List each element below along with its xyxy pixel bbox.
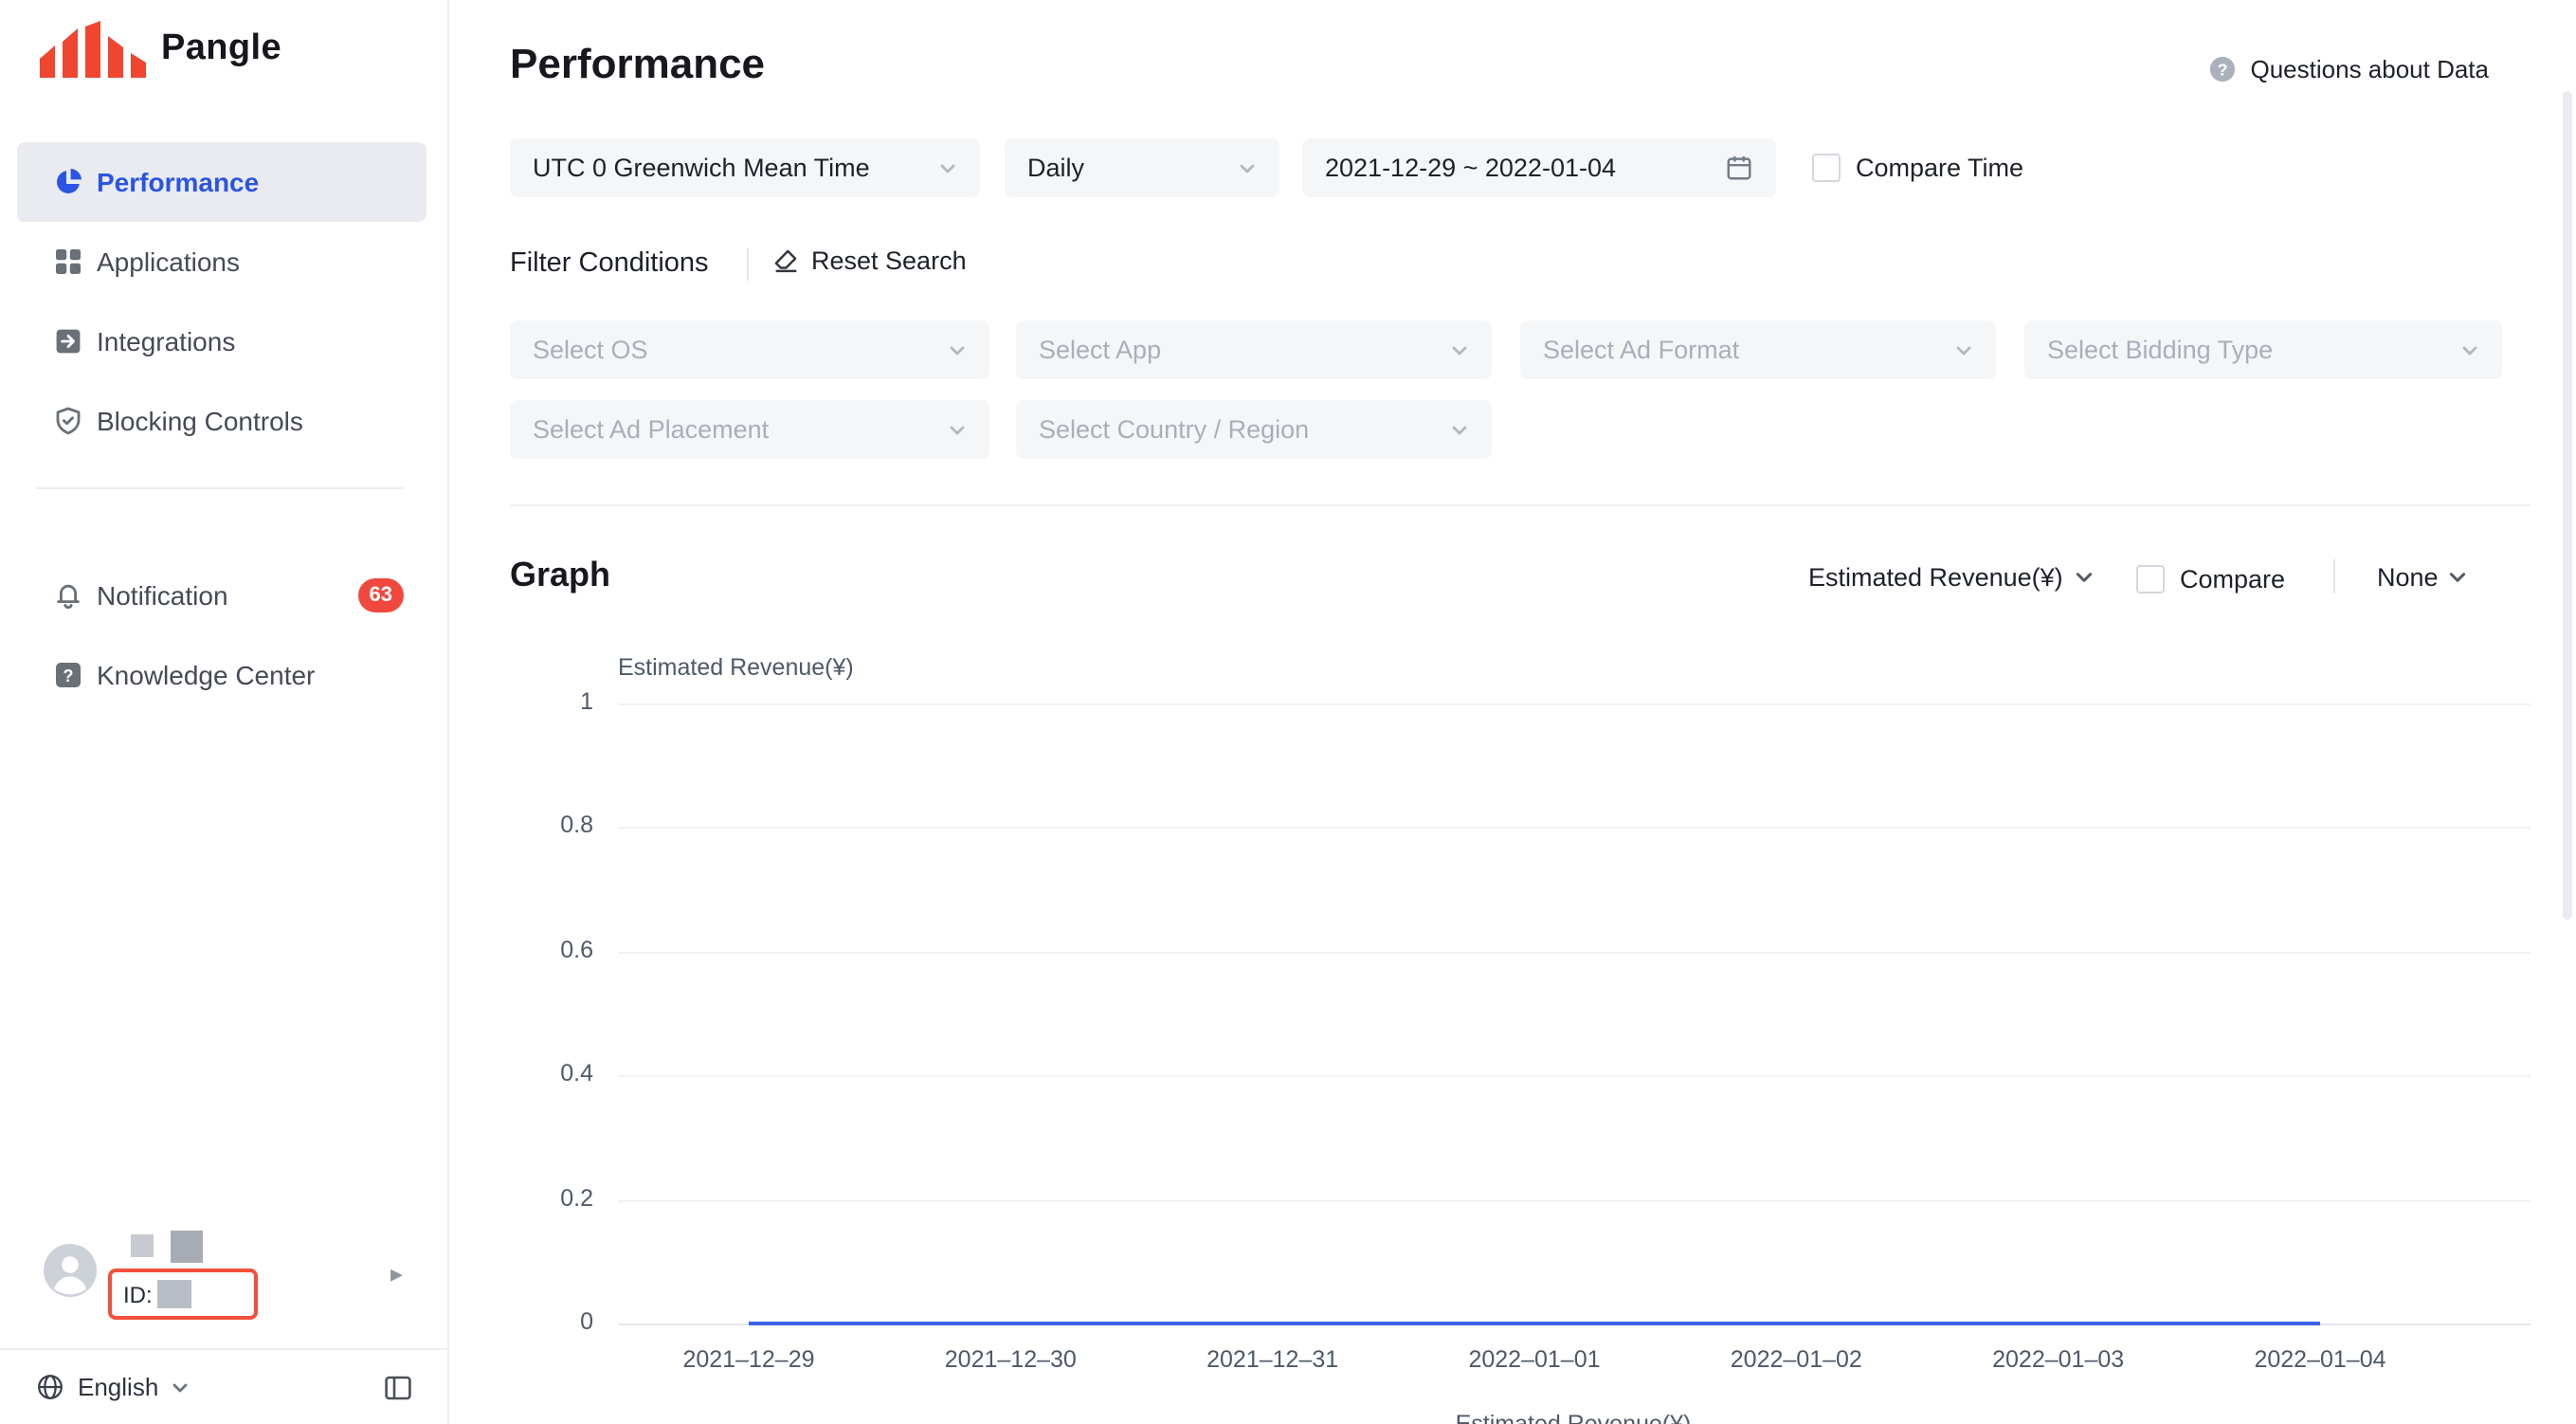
expand-user-panel-arrow[interactable]: ▸ <box>390 1259 404 1287</box>
calendar-icon <box>1706 154 1753 182</box>
chevron-down-icon[interactable] <box>170 1378 189 1397</box>
timezone-dropdown[interactable]: UTC 0 Greenwich Mean Time <box>510 138 980 197</box>
questions-about-data-label: Questions about Data <box>2250 55 2490 83</box>
compare-label: Compare <box>2180 565 2286 593</box>
chevron-down-icon <box>919 158 957 177</box>
bell-icon <box>53 580 83 611</box>
compare-time-label: Compare Time <box>1856 154 2024 182</box>
shield-icon <box>53 406 83 436</box>
reset-search-button[interactable]: Reset Search <box>771 246 967 275</box>
compare-time-checkbox-row[interactable]: Compare Time <box>1812 154 2023 182</box>
compare-time-checkbox[interactable] <box>1812 154 1841 182</box>
granularity-value: Daily <box>1027 154 1085 182</box>
globe-icon <box>38 1375 63 1399</box>
chevron-down-icon <box>929 420 967 439</box>
sidebar-divider <box>36 487 404 489</box>
dimension-dropdown[interactable]: None <box>2377 563 2469 592</box>
notification-count-badge: 63 <box>357 578 404 612</box>
select-ad-placement-dropdown[interactable]: Select Ad Placement <box>510 400 989 459</box>
pie-chart-icon <box>53 167 83 197</box>
sidebar-item-label: Integrations <box>97 326 236 356</box>
question-circle-icon: ? <box>2210 56 2236 82</box>
chevron-down-icon <box>1219 158 1257 177</box>
granularity-dropdown[interactable]: Daily <box>1005 138 1279 197</box>
avatar[interactable] <box>44 1244 97 1297</box>
reset-search-label: Reset Search <box>811 246 967 275</box>
page-title: Performance <box>510 40 766 87</box>
reset-eraser-icon <box>774 249 797 273</box>
compare-checkbox-row[interactable]: Compare <box>2136 565 2285 593</box>
divider <box>747 248 749 281</box>
metric-value: Estimated Revenue(¥) <box>1808 563 2063 592</box>
date-range-picker[interactable]: 2021-12-29 ~ 2022-01-04 <box>1302 138 1776 197</box>
select-country-region-placeholder: Select Country / Region <box>1039 415 1310 444</box>
select-app-dropdown[interactable]: Select App <box>1016 320 1492 379</box>
svg-text:?: ? <box>2218 60 2228 79</box>
sidebar-item-label: Performance <box>97 167 260 197</box>
select-os-dropdown[interactable]: Select OS <box>510 320 989 379</box>
divider <box>510 504 2531 506</box>
select-country-region-dropdown[interactable]: Select Country / Region <box>1016 400 1492 459</box>
metric-dropdown[interactable]: Estimated Revenue(¥) <box>1808 563 2095 592</box>
compare-checkbox[interactable] <box>2136 565 2165 593</box>
pangle-logo-icon <box>40 21 146 78</box>
chevron-down-icon <box>1935 340 1973 359</box>
svg-text:?: ? <box>63 666 74 685</box>
question-square-icon: ? <box>53 660 83 690</box>
chevron-down-icon <box>2441 340 2479 359</box>
pangle-logo-text: Pangle <box>161 28 281 68</box>
sidebar-footer: English <box>0 1348 449 1424</box>
language-selector-label[interactable]: English <box>78 1373 159 1401</box>
select-bidding-type-dropdown[interactable]: Select Bidding Type <box>2024 320 2502 379</box>
user-id-label: ID: <box>123 1281 153 1307</box>
select-bidding-type-placeholder: Select Bidding Type <box>2047 336 2274 364</box>
apps-grid-icon <box>53 246 83 277</box>
collapse-sidebar-button[interactable] <box>383 1372 413 1402</box>
sidebar-item-applications[interactable]: Applications <box>17 222 426 301</box>
scrollbar[interactable] <box>2563 91 2572 920</box>
sidebar: Pangle Performance <box>0 0 449 1424</box>
divider <box>2333 559 2335 593</box>
filter-conditions-title: Filter Conditions <box>510 248 709 279</box>
user-area: ID: ▸ <box>0 1214 449 1346</box>
sidebar-item-performance[interactable]: Performance <box>17 142 426 222</box>
dimension-value: None <box>2377 563 2439 592</box>
pangle-logo[interactable]: Pangle <box>36 21 281 78</box>
redacted-username <box>171 1231 203 1263</box>
sidebar-item-knowledge-center[interactable]: ? Knowledge Center <box>17 635 426 715</box>
chevron-down-icon <box>2077 573 2093 582</box>
select-ad-placement-placeholder: Select Ad Placement <box>533 415 770 444</box>
chevron-down-icon <box>2450 573 2466 582</box>
sidebar-item-label: Blocking Controls <box>97 406 303 436</box>
date-range-value: 2021-12-29 ~ 2022-01-04 <box>1325 154 1616 182</box>
select-os-placeholder: Select OS <box>533 336 648 364</box>
sidebar-item-label: Knowledge Center <box>97 660 316 690</box>
sidebar-item-notification[interactable]: Notification 63 <box>17 556 426 635</box>
integration-icon <box>53 326 83 356</box>
main-content: Performance ? Questions about Data UTC 0… <box>451 0 2576 1424</box>
select-ad-format-dropdown[interactable]: Select Ad Format <box>1520 320 1996 379</box>
graph-section-title: Graph <box>510 556 611 593</box>
select-app-placeholder: Select App <box>1039 336 1162 364</box>
collapse-sidebar-icon <box>385 1375 411 1399</box>
redacted-user-id <box>157 1280 192 1308</box>
chevron-down-icon <box>1431 340 1469 359</box>
sidebar-nav: Performance Applications <box>0 142 449 715</box>
user-id-highlight-box: ID: <box>108 1269 258 1320</box>
questions-about-data-link[interactable]: ? Questions about Data <box>2209 55 2490 83</box>
timezone-value: UTC 0 Greenwich Mean Time <box>533 154 870 182</box>
sidebar-item-integrations[interactable]: Integrations <box>17 301 426 381</box>
chevron-down-icon <box>929 340 967 359</box>
select-ad-format-placeholder: Select Ad Format <box>1543 336 1740 364</box>
redacted-username <box>131 1234 154 1257</box>
chart-legend: Estimated Revenue(¥) <box>1455 1411 1692 1424</box>
sidebar-item-label: Notification <box>97 580 228 611</box>
sidebar-item-blocking-controls[interactable]: Blocking Controls <box>17 381 426 461</box>
chevron-down-icon <box>1431 420 1469 439</box>
sidebar-item-label: Applications <box>97 246 240 277</box>
